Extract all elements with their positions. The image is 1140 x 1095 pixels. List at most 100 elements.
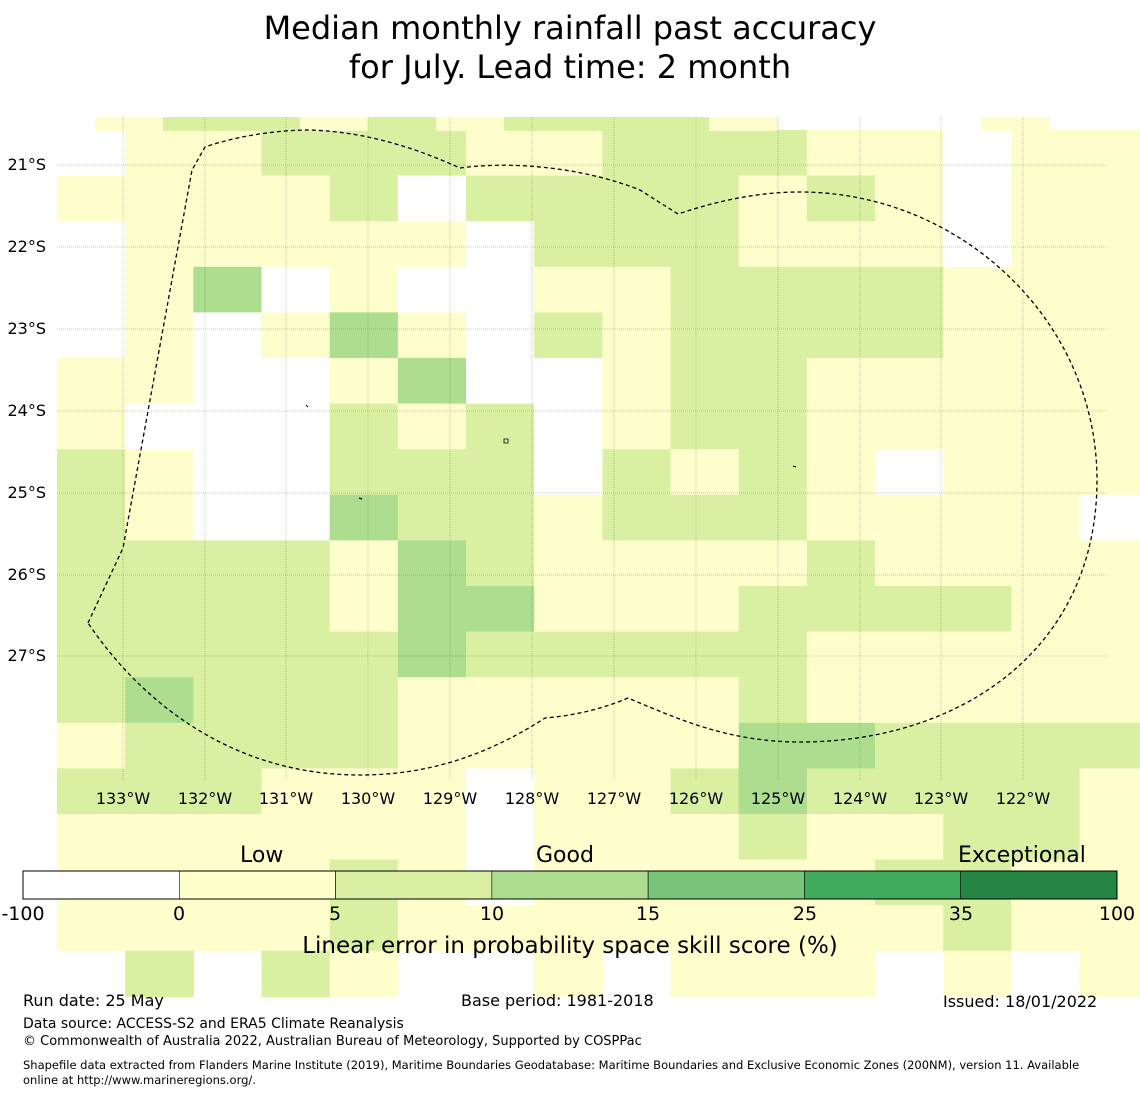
grid-cell — [1079, 540, 1140, 587]
grid-cell — [943, 814, 1012, 861]
grid-cell — [329, 722, 399, 769]
grid-cell — [1011, 175, 1081, 222]
grid-cell — [602, 814, 672, 861]
grid-cell — [738, 312, 808, 359]
grid-cell — [670, 494, 740, 541]
grid-cell — [329, 494, 399, 541]
grid-cell — [261, 677, 331, 724]
grid-cell — [1079, 722, 1140, 769]
grid-cell — [397, 768, 467, 815]
grid-cell — [1011, 905, 1081, 952]
grid-cell — [329, 449, 399, 496]
grid-cell — [875, 130, 944, 177]
grid-cell — [670, 312, 740, 359]
grid-cell — [738, 449, 808, 496]
grid-cell — [261, 266, 331, 313]
colorbar-tick-minus100: -100 — [1, 903, 45, 925]
grid-cell — [125, 631, 194, 678]
grid-cell — [1011, 130, 1081, 177]
grid-cell — [329, 130, 399, 177]
grid-cell — [466, 266, 535, 313]
grid-cell — [125, 175, 194, 222]
colorbar-segment — [22, 870, 180, 900]
grid-cell — [602, 358, 672, 405]
grid-cell — [534, 905, 603, 952]
grid-cell — [329, 814, 399, 861]
grid-cell — [329, 221, 399, 268]
grid-cell — [125, 130, 194, 177]
grid-cell — [193, 312, 263, 359]
lon-label-124w: 124°W — [832, 789, 888, 808]
grid-cell — [602, 312, 672, 359]
grid-cell — [329, 631, 399, 678]
grid-cell — [329, 768, 399, 815]
grid-cell — [534, 631, 603, 678]
grid-cell — [943, 221, 1012, 268]
grid-cell — [1079, 768, 1140, 815]
grid-cell — [466, 175, 535, 222]
grid-cell — [534, 403, 603, 450]
grid-cell — [466, 449, 535, 496]
grid-cell — [738, 631, 808, 678]
grid-cell — [57, 540, 126, 587]
grid-cell — [1079, 403, 1140, 450]
grid-cell — [806, 586, 876, 633]
island-marker-1 — [305, 404, 309, 408]
lat-label-27s: 27°S — [7, 646, 46, 665]
grid-cell — [670, 403, 740, 450]
grid-cell — [261, 358, 331, 405]
grid-cell — [670, 221, 740, 268]
grid-cell — [397, 175, 467, 222]
grid-cell — [397, 586, 467, 633]
grid-cell — [738, 586, 808, 633]
grid-cell — [261, 586, 331, 633]
grid-cell — [466, 586, 535, 633]
grid-cell — [1011, 449, 1081, 496]
grid-cell — [57, 586, 126, 633]
grid-cell — [466, 631, 535, 678]
grid-cell — [875, 540, 944, 587]
grid-cell — [329, 540, 399, 587]
grid-cell — [875, 221, 944, 268]
grid-cell — [261, 905, 331, 952]
grid-cell — [261, 403, 331, 450]
grid-cell — [261, 814, 331, 861]
lon-label-122w: 122°W — [995, 789, 1051, 808]
grid-cell — [466, 358, 535, 405]
grid-cell — [57, 631, 126, 678]
grid-cell — [534, 130, 603, 177]
grid-cell — [1079, 905, 1140, 952]
grid-cell — [670, 449, 740, 496]
grid-cell — [875, 722, 944, 769]
grid-cell — [1011, 768, 1081, 815]
colorbar-tick-35: 35 — [948, 903, 974, 925]
grid-cell — [466, 768, 535, 815]
grid-cell — [875, 494, 944, 541]
run-date: Run date: 25 May — [23, 991, 164, 1010]
grid-cell — [738, 403, 808, 450]
lon-label-129w: 129°W — [422, 789, 478, 808]
grid-cell — [943, 494, 1012, 541]
grid-cell — [534, 494, 603, 541]
colorbar-category-good: Good — [536, 843, 594, 868]
grid-cell — [1079, 312, 1140, 359]
grid-cell — [602, 905, 672, 952]
issued-date: Issued: 18/01/2022 — [943, 992, 1098, 1011]
grid-cell — [875, 905, 944, 952]
grid-cell — [875, 266, 944, 313]
grid-cell — [875, 586, 944, 633]
grid-cell-edge — [504, 117, 641, 131]
colorbar-frame — [22, 870, 1118, 900]
grid-cell — [57, 358, 126, 405]
grid-cell — [397, 631, 467, 678]
grid-cell — [397, 312, 467, 359]
grid-cell — [125, 403, 194, 450]
grid-cell — [534, 722, 603, 769]
grid-cell — [329, 905, 399, 952]
grid-cell — [261, 540, 331, 587]
grid-cell — [397, 449, 467, 496]
grid-cell — [193, 266, 263, 313]
grid-cell — [1011, 722, 1081, 769]
grid-cell — [329, 677, 399, 724]
grid-cell — [806, 950, 876, 997]
